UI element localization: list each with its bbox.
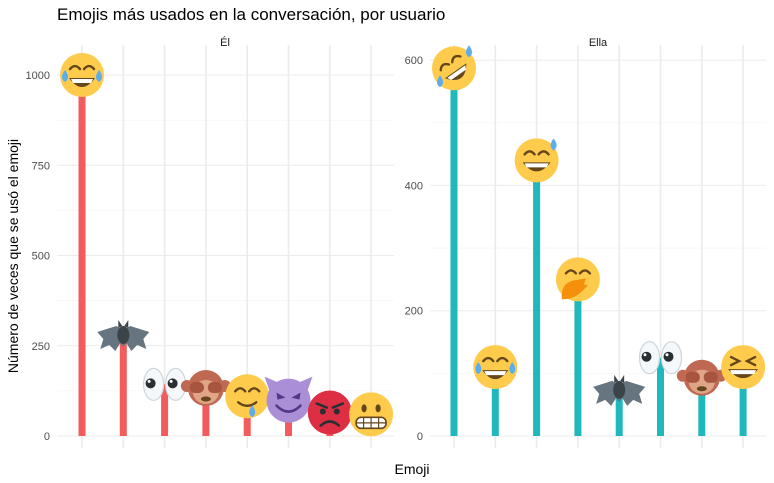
pouting-face-icon: [307, 390, 352, 435]
grinning-face-with-sweat-icon: [514, 138, 559, 183]
y-tick-label-el: 750: [32, 160, 50, 172]
bar-ella-see-no-evil-monkey: [698, 377, 706, 436]
y-axis-title: Número de veces que se usó el emoji: [5, 139, 21, 373]
y-tick-label-el: 1000: [26, 70, 50, 82]
y-tick-label-ella: 0: [417, 431, 423, 443]
y-tick-label-ella: 200: [405, 306, 423, 318]
see-no-evil-monkey-icon: [676, 359, 727, 396]
bar-el-bat: [119, 336, 127, 436]
see-no-evil-monkey-icon: [180, 369, 231, 406]
panel-el: Él 0 250 500 750 1000: [26, 36, 394, 448]
bat-icon: [97, 320, 150, 352]
rolling-on-the-floor-laughing-icon: [432, 45, 476, 91]
bar-el-eyes: [161, 384, 169, 436]
y-tick-label-el: 0: [44, 431, 50, 443]
bar-ella-bat: [615, 390, 623, 436]
x-axis-title: Emoji: [394, 461, 429, 477]
panel-label-el: Él: [220, 36, 230, 49]
bar-ella-face-with-tears-of-joy: [491, 367, 499, 436]
face-with-tears-of-joy-icon: [473, 345, 518, 390]
bar-ella-eyes: [657, 357, 664, 436]
bar-el-face-with-tears-of-joy: [78, 75, 86, 437]
panel-ella: Ella 0 200 400 600: [405, 37, 766, 448]
eyes-icon: [143, 367, 187, 401]
y-tick-label-ella: 600: [405, 55, 423, 67]
face-with-hand-over-mouth-icon: [555, 257, 600, 302]
smiling-face-with-tear-icon: [225, 374, 270, 419]
bar-ella-face-with-hand-over-mouth: [574, 279, 582, 436]
panel-label-ella: Ella: [589, 37, 608, 49]
bat-icon: [593, 374, 646, 406]
bar-ella-grinning-squinting-face: [739, 367, 747, 436]
grimacing-face-icon: [349, 392, 394, 437]
chart-title: Emojis más usados en la conversación, po…: [57, 5, 446, 24]
y-tick-label-ella: 400: [405, 180, 423, 192]
bar-ella-rolling-on-the-floor-laughing: [450, 68, 458, 436]
smiling-face-with-horns-icon: [264, 376, 313, 423]
y-tick-label-el: 250: [32, 341, 50, 353]
face-with-tears-of-joy-icon: [60, 53, 104, 98]
bar-el-see-no-evil-monkey: [202, 387, 210, 436]
grinning-squinting-face-icon: [721, 345, 766, 390]
y-tick-label-el: 500: [32, 251, 50, 263]
eyes-icon: [638, 341, 683, 375]
bar-ella-grinning-face-with-sweat: [533, 160, 541, 436]
